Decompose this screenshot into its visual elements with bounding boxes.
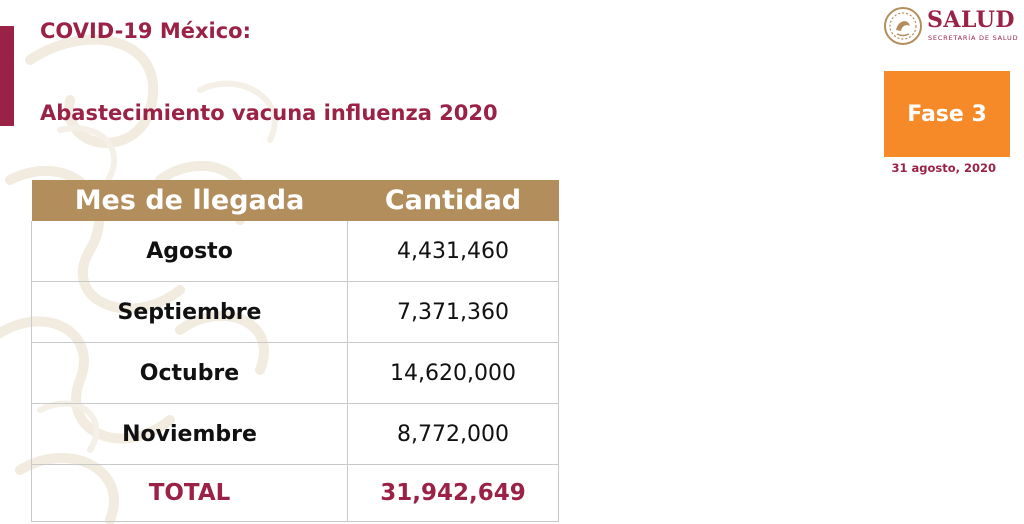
total-value: 31,942,649 (347, 464, 559, 522)
table-header-row: Mes de llegada Cantidad (31, 180, 559, 221)
phase-label: Fase 3 (907, 101, 987, 127)
report-date: 31 agosto, 2020 (891, 161, 996, 175)
table-row: Agosto 4,431,460 (31, 221, 559, 282)
logo-wordmark: SALUD (927, 7, 1015, 33)
page-subtitle: Abastecimiento vacuna influenza 2020 (40, 101, 498, 125)
accent-bar (0, 26, 14, 126)
logo-subtitle: SECRETARÍA DE SALUD (928, 34, 1019, 42)
month-cell: Octubre (31, 342, 348, 404)
salud-logo: SALUD SECRETARÍA DE SALUD (883, 4, 1018, 48)
month-cell: Agosto (31, 221, 348, 282)
page-title: COVID-19 México: (40, 19, 251, 43)
month-cell: Noviembre (31, 403, 348, 465)
quantity-cell: 7,371,360 (347, 281, 559, 343)
month-cell: Septiembre (31, 281, 348, 343)
column-header-month: Mes de llegada (31, 180, 348, 221)
total-row: TOTAL 31,942,649 (31, 464, 559, 522)
table-row: Septiembre 7,371,360 (31, 281, 559, 343)
quantity-cell: 8,772,000 (347, 403, 559, 465)
vaccine-supply-table: Mes de llegada Cantidad Agosto 4,431,460… (31, 180, 559, 522)
coat-of-arms-icon (884, 7, 922, 45)
table-row: Octubre 14,620,000 (31, 342, 559, 404)
phase-badge: Fase 3 (884, 71, 1010, 157)
quantity-cell: 4,431,460 (347, 221, 559, 282)
table-row: Noviembre 8,772,000 (31, 403, 559, 465)
total-label: TOTAL (31, 464, 348, 522)
quantity-cell: 14,620,000 (347, 342, 559, 404)
column-header-quantity: Cantidad (347, 180, 559, 221)
